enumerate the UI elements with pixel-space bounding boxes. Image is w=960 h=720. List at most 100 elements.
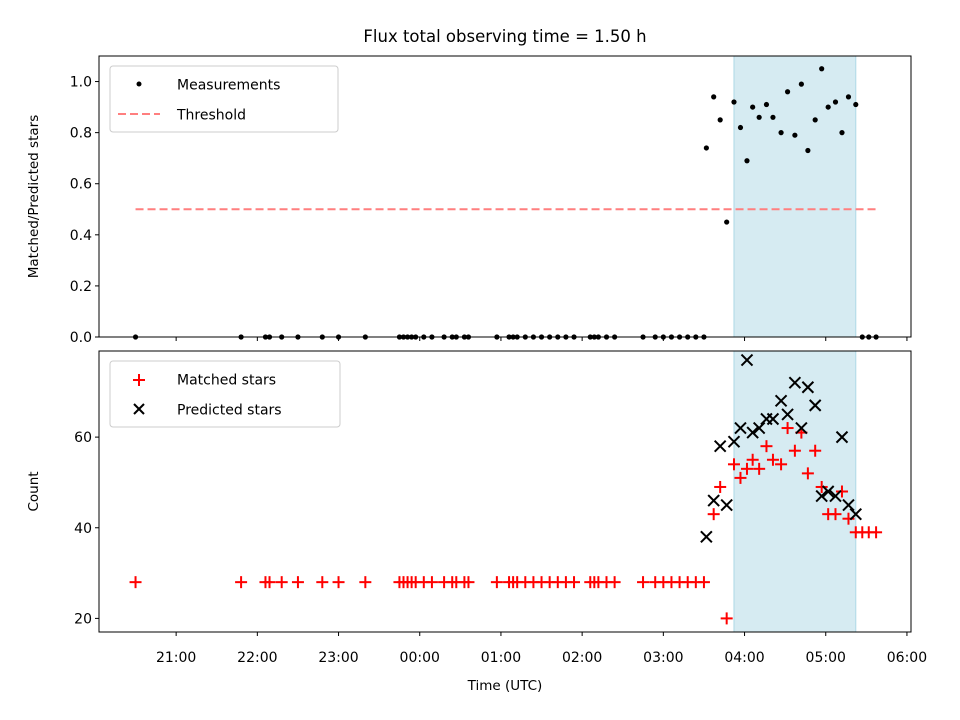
legend-measurements-label: Measurements: [177, 78, 280, 94]
predicted-star-point: [752, 421, 766, 435]
measurement-point: [784, 89, 791, 95]
matched-star-point: [815, 480, 828, 493]
counts-legend: Matched stars Predicted stars: [109, 360, 341, 428]
matched-star-point: [740, 462, 753, 475]
legend-box: [109, 65, 339, 133]
y-tick-label: 60: [74, 430, 92, 446]
predicted-star-point: [766, 412, 780, 426]
matched-star-point: [835, 485, 848, 498]
x-tick-label: 23:00: [318, 650, 358, 666]
matched-star-point: [870, 526, 883, 539]
measurement-point: [756, 114, 762, 120]
measurement-point: [744, 158, 750, 164]
measurement-point: [711, 94, 717, 100]
x-tick-label: 21:00: [156, 650, 196, 666]
y-tick-label: 0.2: [70, 279, 92, 295]
legend-predicted-marker: [133, 403, 145, 415]
predicted-star-point: [746, 426, 759, 439]
matched-star-point: [425, 576, 438, 589]
y-tick-label: 1.0: [70, 75, 92, 91]
matched-star-point: [332, 576, 345, 589]
matched-star-point: [316, 576, 329, 589]
measurement-point: [763, 101, 770, 108]
measurement-point: [724, 219, 730, 225]
matched-star-point: [291, 576, 304, 589]
predicted-star-point: [835, 430, 849, 444]
x-tick-label: 02:00: [562, 650, 602, 666]
predicted-star-point: [842, 498, 855, 512]
counts-panel: 20 40 60 21:00 22:00 23:00 00:00 01:00 02:00 03:…: [26, 350, 927, 694]
y-tick-label: 40: [74, 521, 92, 537]
legend-box: [109, 360, 341, 428]
ratio-y-ticks: 0.0 0.2 0.4 0.6 0.8 1.0: [70, 75, 99, 346]
x-axis-label: Time (UTC): [467, 678, 543, 694]
predicted-star-point: [815, 489, 828, 503]
matched-star-point: [809, 444, 822, 457]
measurement-point: [770, 114, 776, 120]
predicted-star-point: [713, 439, 727, 453]
matched-star-point: [788, 444, 801, 457]
matched-star-point: [801, 467, 814, 480]
matched-star-point: [129, 576, 142, 589]
predicted-star-point: [808, 399, 822, 412]
time-x-ticks: 21:00 22:00 23:00 00:00 01:00 02:00 03:00 04:00…: [156, 632, 927, 666]
matched-star-point: [760, 440, 773, 453]
x-tick-label: 22:00: [237, 650, 277, 666]
ratio-panel: 0.0 0.2 0.4 0.6 0.8 1.0 Matched/Predicted sta…: [26, 55, 912, 346]
matched-star-point: [727, 458, 740, 471]
measurement-point: [853, 101, 859, 108]
count-y-ticks: 20 40 60: [74, 430, 99, 627]
predicted-star-point: [720, 498, 733, 512]
legend-matched-marker: [133, 374, 145, 386]
measurement-point: [778, 130, 784, 136]
matched-star-point: [359, 576, 372, 589]
measurement-point: [825, 104, 831, 110]
measurement-point: [832, 99, 839, 105]
matched-star-point: [235, 576, 248, 589]
x-tick-label: 04:00: [724, 650, 764, 666]
matched-star-point: [263, 576, 276, 589]
predicted-star-point: [707, 494, 720, 507]
x-tick-label: 01:00: [481, 650, 521, 666]
legend-matched-label: Matched stars: [177, 373, 276, 389]
matched-star-point: [775, 458, 788, 471]
legend-measurement-marker: [136, 81, 142, 87]
x-tick-label: 00:00: [400, 650, 440, 666]
measurement-point: [845, 94, 852, 100]
predicted-star-point: [821, 485, 835, 498]
matched-star-point: [490, 576, 503, 589]
predicted-star-points: [700, 353, 862, 544]
x-tick-label: 06:00: [887, 650, 927, 666]
x-tick-label: 05:00: [806, 650, 846, 666]
y-tick-label: 0.0: [70, 330, 92, 346]
predicted-star-point: [788, 376, 802, 389]
legend-predicted-label: Predicted stars: [177, 403, 282, 419]
predicted-star-point: [700, 530, 713, 544]
matched-star-point: [734, 471, 747, 484]
matched-star-point: [720, 612, 733, 625]
matched-star-point: [707, 508, 720, 521]
matched-star-point: [697, 576, 710, 589]
y-tick-label: 0.4: [70, 228, 92, 244]
measurement-point: [805, 147, 811, 154]
matched-star-point: [462, 576, 475, 589]
predicted-star-point: [734, 421, 747, 435]
matched-star-points: [129, 422, 883, 625]
predicted-star-point: [781, 408, 794, 421]
ratio-y-axis-label: Matched/Predicted stars: [26, 115, 42, 278]
matched-star-point: [781, 422, 794, 435]
measurement-point: [750, 104, 756, 110]
legend-threshold-label: Threshold: [176, 108, 246, 124]
ratio-legend: Measurements Threshold: [109, 65, 339, 133]
shade-band: [733, 55, 857, 338]
matched-star-point: [275, 576, 288, 589]
measurement-point: [731, 99, 737, 105]
matched-star-point: [608, 576, 621, 589]
counts-axes-frame: [98, 350, 912, 633]
measurement-point: [792, 132, 798, 138]
matched-star-point: [766, 453, 779, 466]
predicted-star-point: [829, 489, 842, 503]
measurement-point: [717, 117, 723, 123]
predicted-star-point: [774, 394, 788, 408]
count-y-axis-label: Count: [26, 471, 42, 511]
